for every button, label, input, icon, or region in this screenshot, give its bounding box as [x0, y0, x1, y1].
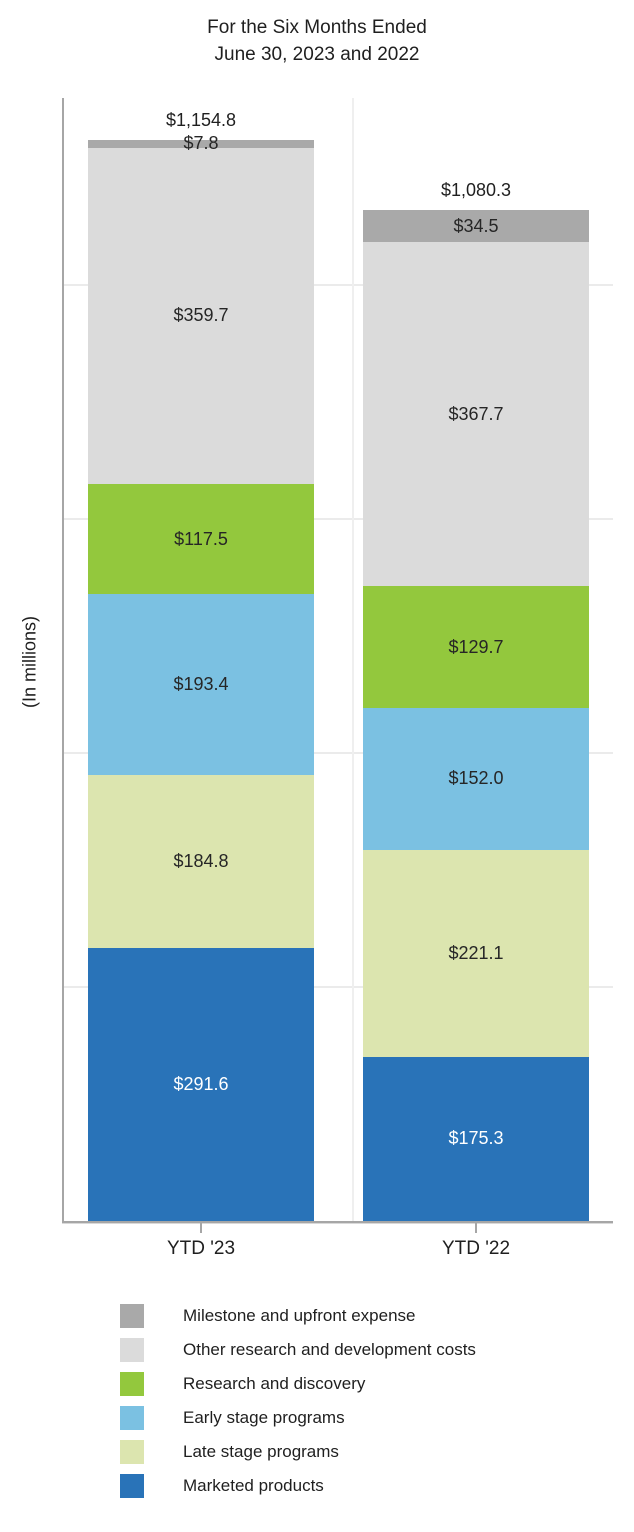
bar-segment: $129.7	[363, 586, 589, 708]
segment-value-label: $117.5	[174, 528, 228, 549]
segment-value-label: $129.7	[448, 636, 504, 657]
x-axis-label: YTD '23	[166, 1238, 236, 1259]
bar-segment: $152.0	[363, 707, 589, 851]
segment-value-label: $152.0	[448, 768, 504, 789]
legend-item-research-discovery: Research and discovery	[120, 1372, 476, 1396]
legend-item-label: Marketed products	[183, 1476, 324, 1495]
bar-segment: $7.8	[88, 133, 314, 153]
gridline	[64, 752, 613, 755]
legend-item-late-stage: Late stage programs	[120, 1440, 476, 1464]
segment-value-label: $221.1	[448, 943, 504, 963]
y-axis-line	[62, 98, 64, 1223]
segment-value-label: $291.6	[173, 1074, 229, 1095]
gridline	[64, 284, 613, 287]
legend-swatch	[120, 1406, 144, 1430]
bar-segment: $221.1	[363, 850, 589, 1057]
legend-item-label: Early stage programs	[183, 1408, 345, 1427]
bar-segment: $359.7	[88, 147, 314, 485]
bar-segment: $184.8	[88, 775, 314, 949]
legend-item-label: Other research and development costs	[183, 1340, 476, 1359]
chart-title-line2: June 30, 2023 and 2022	[214, 44, 420, 65]
x-axis-tick	[200, 1223, 202, 1233]
legend-swatch	[120, 1372, 144, 1396]
bar-segment: $175.3	[363, 1056, 589, 1221]
bar-segment: $367.7	[363, 242, 589, 587]
legend-swatch	[120, 1304, 144, 1328]
segment-value-label: $34.5	[453, 215, 499, 236]
bar-segment: $34.5	[363, 210, 589, 243]
bar-segment: $117.5	[88, 484, 314, 595]
chart-title: For the Six Months Ended June 30, 2023 a…	[0, 14, 634, 68]
legend-item-label: Late stage programs	[183, 1442, 339, 1461]
bar-segment: $291.6	[88, 948, 314, 1221]
legend-swatch	[120, 1474, 144, 1498]
bar-total-label: $1,154.8	[165, 110, 237, 131]
x-axis-label: YTD '22	[441, 1238, 511, 1259]
segment-value-label: $175.3	[448, 1128, 504, 1149]
legend-swatch	[120, 1338, 144, 1362]
plot-area: $291.6 $184.8 $193.4 $117.5 $359.7 $7.8 $1,154…	[62, 98, 613, 1259]
segment-value-label: $7.8	[183, 133, 219, 154]
y-axis-title: (In millions)	[19, 615, 40, 709]
legend-item-label: Milestone and upfront expense	[183, 1306, 416, 1325]
bar-total-label: $1,080.3	[440, 180, 512, 201]
vertical-gridline	[352, 98, 354, 1221]
x-axis-tick	[475, 1223, 477, 1233]
chart-title-line1: For the Six Months Ended	[207, 17, 427, 38]
segment-value-label: $184.8	[173, 851, 229, 872]
bar-segment: $193.4	[88, 594, 314, 776]
legend-item-early-stage: Early stage programs	[120, 1406, 476, 1430]
gridline	[64, 518, 613, 521]
legend-item-other-rd: Other research and development costs	[120, 1338, 476, 1362]
legend-item-milestone: Milestone and upfront expense	[120, 1304, 476, 1328]
segment-value-label: $367.7	[448, 403, 504, 424]
legend-item-marketed: Marketed products	[120, 1474, 476, 1498]
legend-swatch	[120, 1440, 144, 1464]
legend-item-label: Research and discovery	[183, 1374, 366, 1393]
x-axis-line	[62, 1221, 613, 1223]
gridline	[64, 986, 613, 989]
segment-value-label: $193.4	[173, 674, 229, 695]
segment-value-label: $359.7	[173, 305, 229, 326]
legend: Milestone and upfront expense Other rese…	[120, 1304, 476, 1508]
